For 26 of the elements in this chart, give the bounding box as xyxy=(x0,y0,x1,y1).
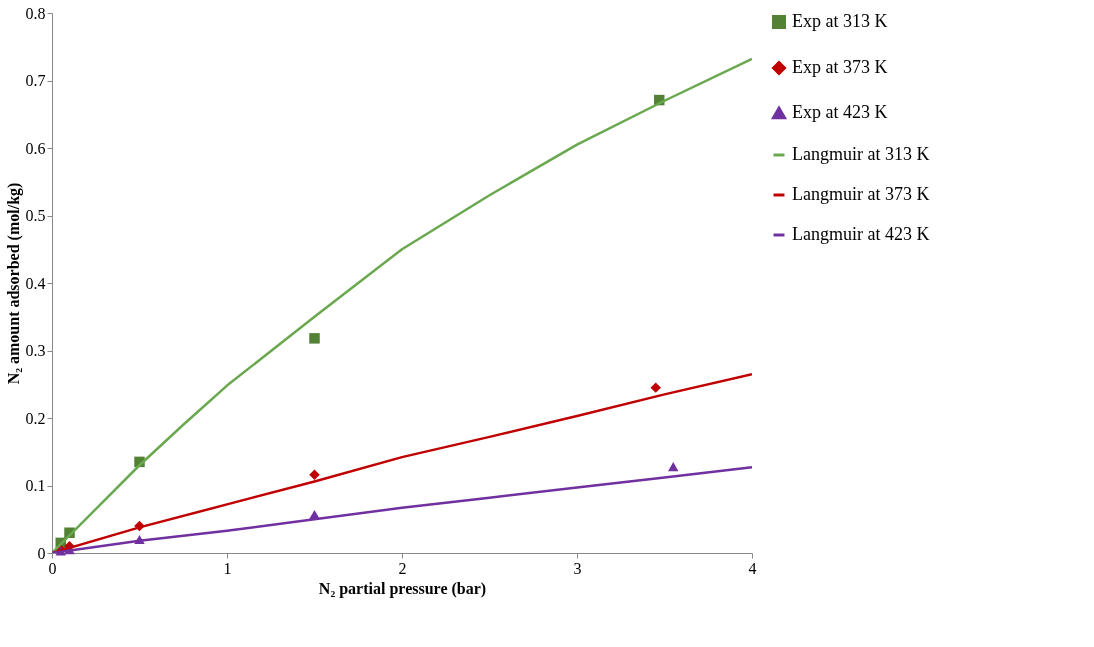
x-tick-label: 0 xyxy=(48,559,57,577)
point xyxy=(650,382,661,393)
y-tick-label: 0.2 xyxy=(25,409,46,427)
legend-label: Langmuir at 423 K xyxy=(792,224,930,244)
y-tick-label: 0 xyxy=(37,544,46,562)
y-axis-title: N₂ amount adsorbed (mol/kg) xyxy=(4,182,23,385)
legend-label: Exp at 423 K xyxy=(792,102,888,122)
y-tick-label: 0.6 xyxy=(25,139,46,157)
point xyxy=(668,462,679,472)
y-tick-label: 0.8 xyxy=(25,4,46,22)
legend-label: Langmuir at 373 K xyxy=(792,184,930,204)
y-tick-label: 0.1 xyxy=(25,477,46,494)
x-tick-label: 2 xyxy=(398,559,407,577)
x-tick-label: 4 xyxy=(748,559,757,577)
point xyxy=(309,469,320,480)
x-axis-title: N₂ partial pressure (bar) xyxy=(318,579,487,598)
x-tick-label: 3 xyxy=(573,559,582,577)
y-tick-label: 0.5 xyxy=(25,207,46,224)
y-tick-label: 0.4 xyxy=(25,274,46,292)
legend-label: Exp at 313 K xyxy=(792,11,888,31)
point xyxy=(309,333,320,344)
legend-label: Langmuir at 313 K xyxy=(792,144,930,164)
legend-label: Exp at 373 K xyxy=(792,57,888,77)
y-tick-label: 0.3 xyxy=(25,342,46,359)
x-tick-label: 1 xyxy=(223,559,232,577)
y-tick-label: 0.7 xyxy=(25,72,46,89)
